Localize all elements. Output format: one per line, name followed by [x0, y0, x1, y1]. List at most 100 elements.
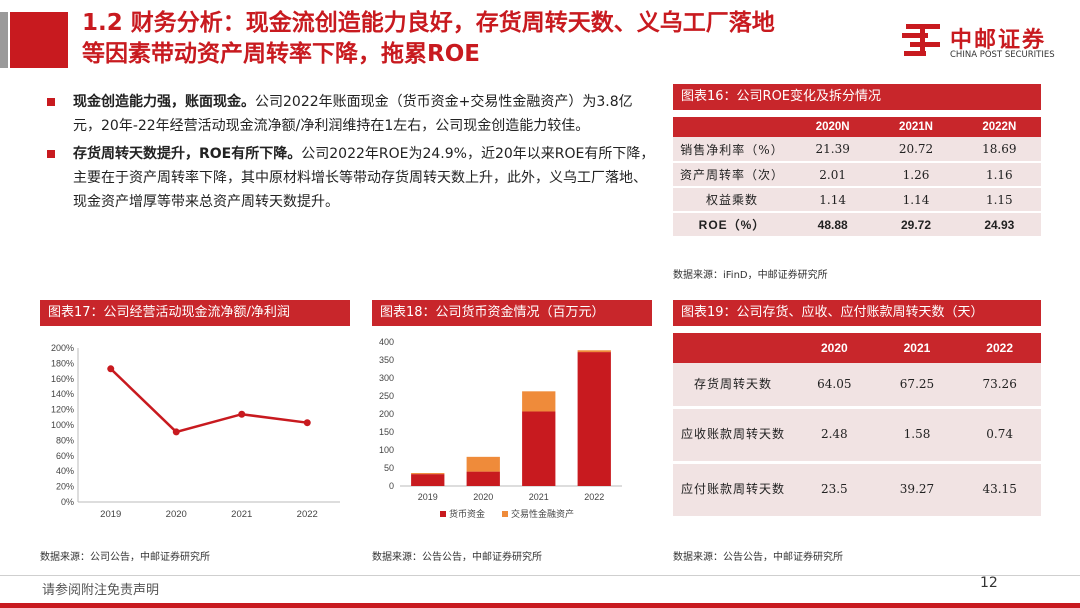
fig17-line-chart: 0% 20% 40% 60% 80% 100% 120% 140% 160% 180% 200% 20… [51, 343, 340, 520]
data-point [172, 428, 180, 436]
header-accent-red [10, 12, 68, 68]
table-cell: 67.25 [875, 363, 959, 409]
table-row-label: 资产周转率（次） [673, 162, 791, 188]
logo-text-en: CHINA POST SECURITIES [950, 50, 1055, 60]
table-cell: 24.93 [957, 212, 1041, 238]
logo-text-cn: 中邮证券 [950, 28, 1047, 53]
y-tick-label: 0 [389, 481, 394, 491]
y-tick-label: 350 [379, 355, 394, 365]
x-tick-label: 2019 [418, 492, 438, 502]
fig18-title: 图表18：公司货币资金情况（百万元） [372, 300, 652, 326]
table-header-cell: 2021 [875, 333, 959, 363]
footer-red-bar [0, 603, 1080, 608]
bar-segment [577, 350, 611, 353]
y-tick-label: 200 [379, 409, 394, 419]
bar-segment [577, 352, 611, 486]
company-logo: 中邮证券 CHINA POST SECURITIES [900, 20, 1075, 68]
x-tick-label: 2022 [584, 492, 604, 502]
x-tick-label: 2021 [529, 492, 549, 502]
table-cell: 1.14 [791, 187, 875, 213]
fig16-table: 2020N 2021N 2022N 销售净利率（%） 21.39 20.72 1… [673, 117, 1041, 238]
table-row-label: 存货周转天数 [673, 363, 793, 409]
table-row-label: 销售净利率（%） [673, 137, 791, 163]
table-row: 存货周转天数 64.05 67.25 73.26 [673, 363, 1041, 409]
footer-divider [0, 575, 1080, 576]
table-row: 应收账款周转天数 2.48 1.58 0.74 [673, 407, 1041, 464]
table-cell: 2.01 [791, 162, 875, 188]
table-cell: 21.39 [791, 137, 875, 163]
table-header-cell: 2020N [791, 117, 875, 137]
table-cell: 2.48 [793, 407, 876, 464]
table-row-label: 应付账款周转天数 [673, 462, 793, 519]
table-row: 应付账款周转天数 23.5 39.27 43.15 [673, 462, 1041, 519]
bar-segment [522, 411, 556, 486]
fig18-source: 数据来源：公告公告，中邮证券研究所 [372, 552, 542, 563]
table-header-cell: 2022 [958, 333, 1041, 363]
x-tick-label: 2019 [100, 509, 121, 520]
y-tick-label: 140% [51, 389, 74, 399]
fig19-source: 数据来源：公告公告，中邮证券研究所 [673, 552, 843, 563]
table-header-cell [673, 117, 791, 137]
table-cell: 39.27 [875, 462, 959, 519]
data-point [238, 410, 246, 418]
y-tick-label: 80% [56, 435, 74, 445]
bar-segment [466, 456, 500, 472]
bar-segment [411, 474, 445, 486]
table-row-label: 权益乘数 [673, 187, 791, 213]
table-cell: 20.72 [874, 137, 958, 163]
y-tick-label: 120% [51, 405, 74, 415]
fig19-title: 图表19：公司存货、应收、应付账款周转天数（天） [673, 300, 1041, 326]
legend-label: 货币资金 [449, 508, 485, 519]
y-tick-label: 50 [384, 463, 394, 473]
bullet-item: 现金创造能力强，账面现金。公司2022年账面现金（货币资金+交易性金融资产）为3… [45, 90, 655, 138]
table-cell: 29.72 [874, 212, 958, 238]
fig19-table: 2020 2021 2022 存货周转天数 64.05 67.25 73.26 … [673, 333, 1041, 519]
table-row: 资产周转率（次） 2.01 1.26 1.16 [673, 162, 1041, 188]
table-cell: 1.15 [957, 187, 1041, 213]
header-bar [0, 0, 1080, 78]
table-cell: 48.88 [791, 212, 875, 238]
bullet-text: 公司2022年ROE为24.9%，近20年以来ROE有所下降，主要在于资产周转率… [73, 146, 655, 210]
fig16-title: 图表16：公司ROE变化及拆分情况 [673, 84, 1041, 110]
series-line [109, 367, 308, 434]
y-tick-label: 100% [51, 420, 74, 430]
table-cell: 73.26 [958, 363, 1041, 409]
fig17-source: 数据来源：公司公告，中邮证券研究所 [40, 552, 210, 563]
bullet-bold: 存货周转天数提升，ROE有所下降。 [73, 146, 302, 162]
y-tick-label: 400 [379, 337, 394, 347]
y-tick-label: 180% [51, 358, 74, 368]
x-tick-label: 2020 [473, 492, 493, 502]
table-header-row: 2020 2021 2022 [673, 333, 1041, 363]
table-cell: 0.74 [958, 407, 1041, 464]
bar-segment [411, 473, 445, 475]
y-tick-label: 100 [379, 445, 394, 455]
china-post-logo-icon [902, 24, 940, 56]
bullet-list: 现金创造能力强，账面现金。公司2022年账面现金（货币资金+交易性金融资产）为3… [45, 90, 655, 218]
table-row: ROE（%） 48.88 29.72 24.93 [673, 212, 1041, 238]
y-tick-label: 200% [51, 343, 74, 353]
legend-label: 交易性金融资产 [511, 508, 574, 519]
bar-segment [466, 471, 500, 486]
y-tick-label: 0% [61, 497, 74, 507]
header-accent-gray [0, 12, 8, 68]
y-tick-label: 60% [56, 451, 74, 461]
table-cell: 23.5 [793, 462, 876, 519]
table-cell: 1.26 [874, 162, 958, 188]
fig17-title: 图表17：公司经营活动现金流净额/净利润 [40, 300, 350, 326]
data-point [107, 365, 115, 373]
table-cell: 1.14 [874, 187, 958, 213]
bullet-bold: 现金创造能力强，账面现金。 [73, 94, 255, 110]
y-tick-label: 40% [56, 466, 74, 476]
page-title: 1.2 财务分析：现金流创造能力良好，存货周转天数、义乌工厂落地 等因素带动资产… [82, 8, 902, 70]
page-title-line2: 等因素带动资产周转率下降，拖累ROE [82, 41, 480, 67]
table-cell: 1.16 [957, 162, 1041, 188]
table-row-label: 应收账款周转天数 [673, 407, 793, 464]
data-point [303, 419, 311, 427]
x-tick-label: 2020 [166, 509, 187, 520]
y-tick-label: 20% [56, 482, 74, 492]
table-cell: 64.05 [793, 363, 876, 409]
x-tick-label: 2021 [231, 509, 252, 520]
y-tick-label: 150 [379, 427, 394, 437]
table-row: 权益乘数 1.14 1.14 1.15 [673, 187, 1041, 213]
table-cell: 43.15 [958, 462, 1041, 519]
